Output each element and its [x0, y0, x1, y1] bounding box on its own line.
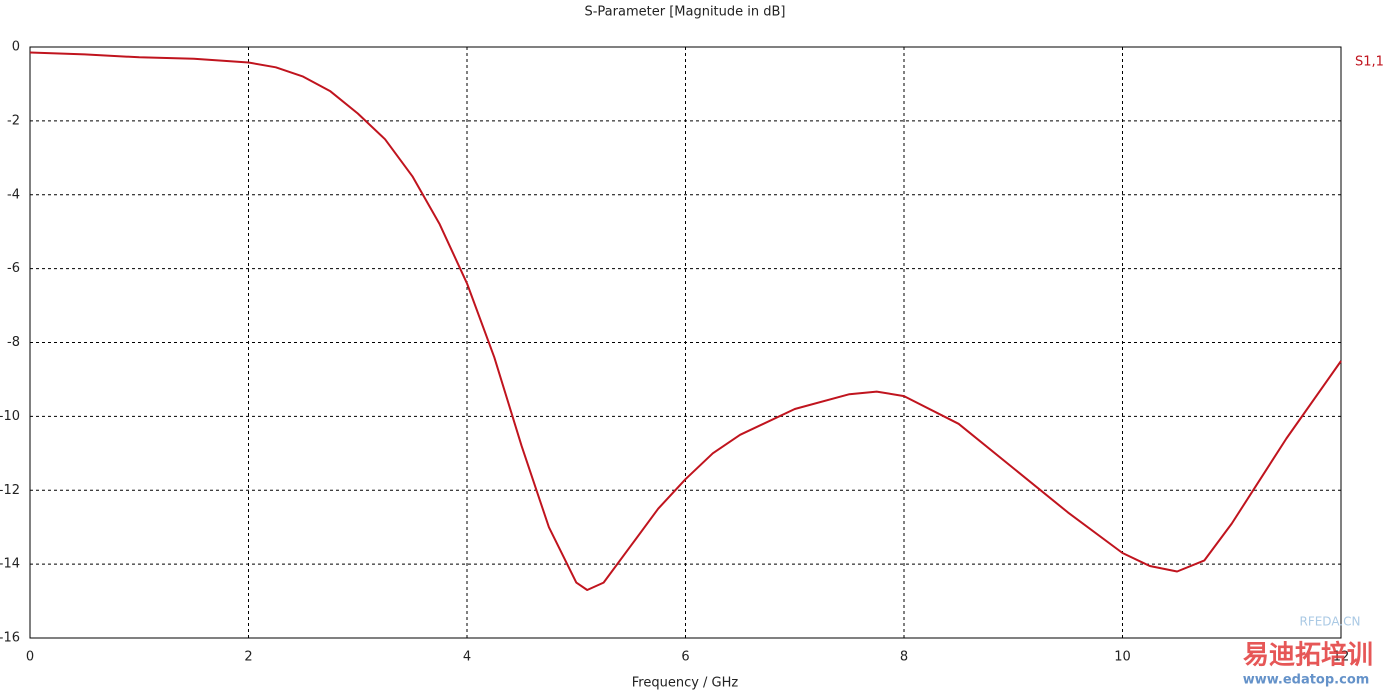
series-line [29, 51, 1342, 591]
plot-frame [29, 46, 1342, 639]
y-tick-label: -12 [0, 483, 20, 498]
legend-entry: S1,1 [1355, 55, 1384, 70]
x-tick-label: 4 [463, 650, 471, 665]
watermark: 易迪拓培训 [1243, 641, 1373, 671]
watermark: RFEDA.CN [1299, 615, 1360, 629]
chart-title: S-Parameter [Magnitude in dB] [584, 5, 785, 20]
y-tick-label: -16 [0, 631, 20, 646]
x-tick-label: 10 [1114, 650, 1131, 665]
x-tick-label: 12 [1333, 650, 1350, 665]
y-tick-label: -8 [7, 335, 20, 350]
y-tick-label: -10 [0, 409, 20, 424]
watermark: www.edatop.com [1243, 673, 1370, 688]
x-axis-label: Frequency / GHz [632, 676, 739, 691]
y-tick-label: 0 [12, 40, 20, 55]
y-tick-label: -4 [7, 187, 20, 202]
x-tick-label: 6 [681, 650, 689, 665]
y-tick-label: -2 [7, 113, 20, 128]
x-tick-label: 2 [244, 650, 252, 665]
y-tick-label: -6 [7, 261, 20, 276]
x-tick-label: 0 [26, 650, 34, 665]
y-tick-label: -14 [0, 557, 20, 572]
x-tick-label: 8 [900, 650, 908, 665]
